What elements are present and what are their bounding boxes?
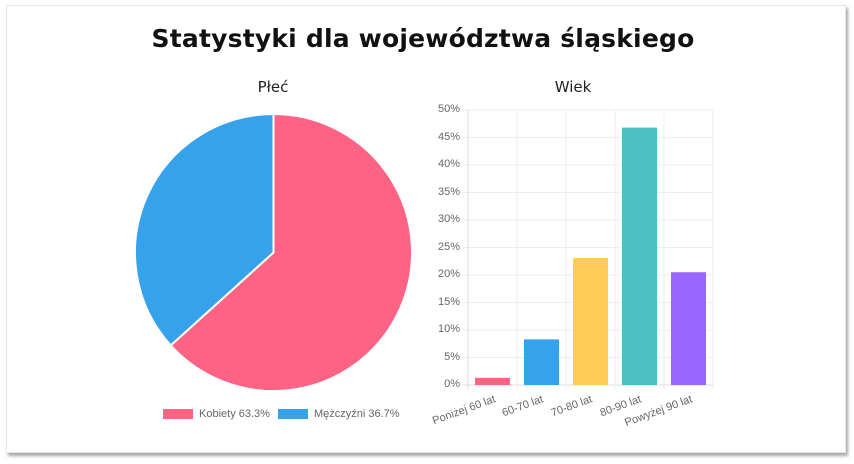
bar-0[interactable]: [475, 377, 510, 385]
bar-1[interactable]: [524, 339, 559, 385]
legend-label-women: Kobiety 63.3%: [199, 408, 270, 420]
page-title: Statystyki dla województwa śląskiego: [151, 24, 695, 53]
pie-chart-title: Płeć: [257, 78, 289, 96]
y-tick-label: 35%: [437, 185, 460, 198]
pie-slice-kobiety[interactable]: [169, 112, 413, 392]
y-tick-label: 0%: [444, 378, 460, 390]
bar-3[interactable]: [622, 127, 657, 385]
bar-chart-title: Wiek: [554, 78, 592, 96]
legend-item-men[interactable]: Mężczyźni 36.7%: [277, 408, 400, 420]
legend-swatch-women: [163, 409, 193, 419]
y-tick-label: 25%: [437, 240, 460, 253]
legend-item-women[interactable]: Kobiety 63.3%: [163, 408, 270, 420]
y-tick-label: 45%: [437, 130, 460, 143]
pie-legend: Kobiety 63.3% Mężczyźni 36.7%: [163, 408, 408, 420]
y-tick-label: 40%: [437, 158, 460, 170]
bar-4[interactable]: [671, 272, 706, 385]
y-tick-label: 15%: [437, 295, 460, 308]
pie-slice-mężczyźni[interactable]: [134, 112, 275, 347]
y-tick-label: 50%: [437, 103, 460, 115]
legend-label-men: Mężczyźni 36.7%: [313, 408, 400, 420]
y-tick-label: 20%: [437, 268, 460, 280]
y-tick-label: 5%: [444, 350, 460, 363]
y-tick-label: 10%: [437, 323, 460, 335]
bar-2[interactable]: [573, 257, 608, 385]
y-tick-label: 30%: [437, 213, 460, 225]
legend-swatch-men: [277, 409, 308, 419]
